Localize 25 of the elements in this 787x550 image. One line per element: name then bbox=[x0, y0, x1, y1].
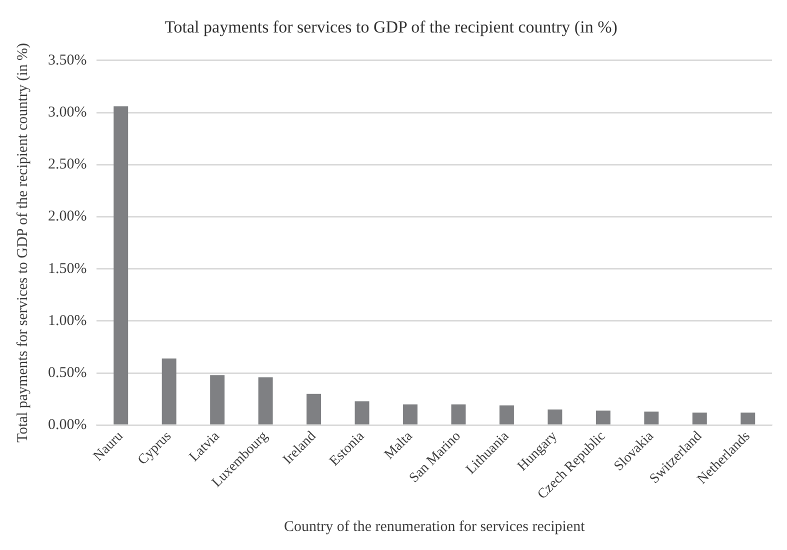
bar bbox=[548, 410, 562, 424]
bar bbox=[499, 405, 514, 424]
y-tick-label: 3.00% bbox=[48, 104, 87, 120]
x-axis-title: Country of the renumeration for services recipient bbox=[284, 518, 586, 535]
bar bbox=[162, 358, 176, 424]
y-tick-label: 3.50% bbox=[48, 52, 87, 68]
bar bbox=[258, 377, 273, 424]
bar bbox=[306, 394, 322, 424]
bar bbox=[114, 106, 128, 424]
y-tick-label: 2.00% bbox=[48, 208, 87, 225]
chart-title: Total payments for services to GDP of the recipient country (in %) bbox=[164, 18, 618, 37]
bar bbox=[354, 401, 370, 424]
bar bbox=[644, 412, 659, 424]
y-tick-label: 1.50% bbox=[48, 260, 87, 277]
bar bbox=[692, 412, 707, 424]
y-tick-label: 1.00% bbox=[48, 312, 87, 329]
bar bbox=[210, 375, 225, 424]
y-tick-label: 2.50% bbox=[48, 156, 87, 173]
bar bbox=[451, 404, 466, 424]
y-axis-title: Total payments for services to GDP of the recipient country (in %) bbox=[14, 43, 31, 443]
bar bbox=[403, 404, 418, 424]
bar bbox=[740, 412, 756, 424]
y-tick-label: 0.00% bbox=[48, 417, 87, 434]
y-tick-label: 0.50% bbox=[48, 365, 87, 381]
bar bbox=[596, 410, 610, 424]
